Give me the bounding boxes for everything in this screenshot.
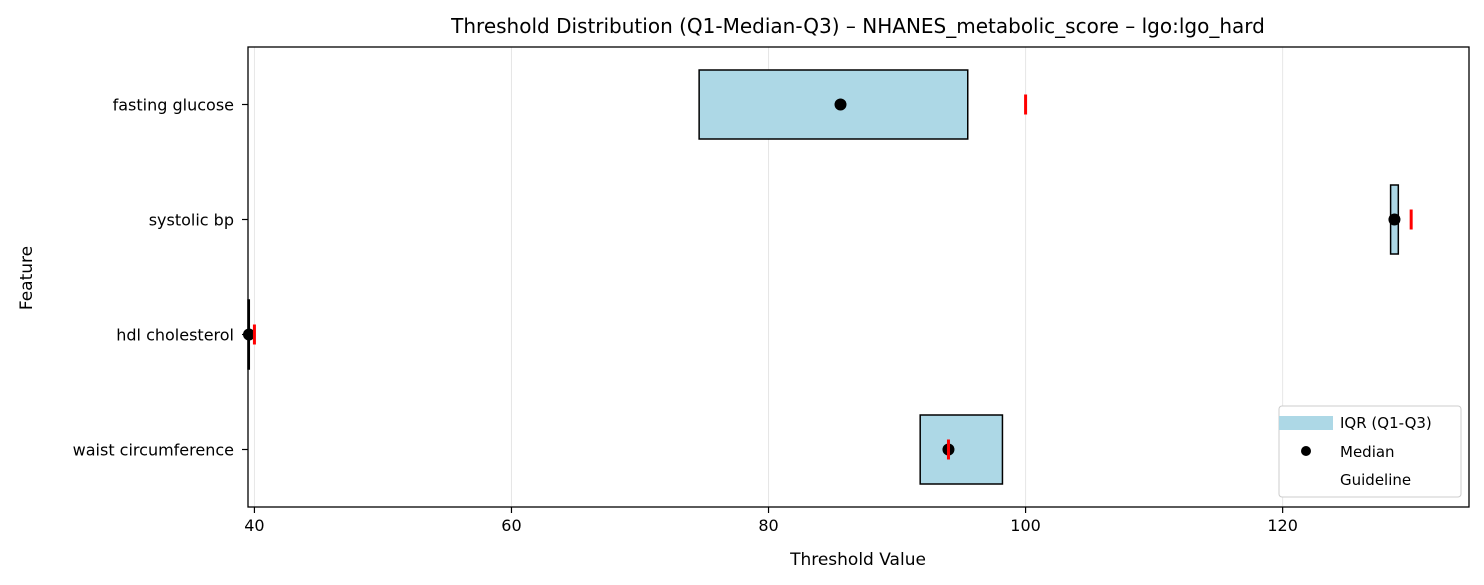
iqr-box bbox=[919, 414, 1004, 485]
y-axis-label: Feature bbox=[17, 246, 37, 310]
y-tick-label: hdl cholesterol bbox=[116, 326, 234, 345]
guideline-marks bbox=[252, 94, 1413, 460]
legend-guideline-label: Guideline bbox=[1340, 471, 1411, 489]
y-tick-label: fasting glucose bbox=[113, 96, 234, 115]
y-axis-ticks: fasting glucose systolic bp hdl cholestero… bbox=[73, 96, 248, 460]
median-point bbox=[243, 328, 255, 341]
x-tick-label: 40 bbox=[244, 516, 264, 535]
x-tick-label: 100 bbox=[1010, 516, 1041, 535]
y-tick-label: systolic bp bbox=[149, 211, 234, 230]
legend-median-label: Median bbox=[1340, 443, 1395, 461]
median-point bbox=[834, 98, 847, 111]
iqr-boxes bbox=[247, 69, 1400, 485]
x-axis-label: Threshold Value bbox=[789, 550, 926, 570]
median-points bbox=[243, 98, 1401, 456]
y-tick-label: waist circumference bbox=[73, 441, 234, 460]
x-tick-label: 80 bbox=[758, 516, 778, 535]
median-point bbox=[1388, 213, 1401, 226]
x-tick-label: 60 bbox=[501, 516, 521, 535]
legend-iqr-label: IQR (Q1-Q3) bbox=[1340, 414, 1432, 432]
iqr-box bbox=[698, 69, 969, 140]
legend-median-marker bbox=[1301, 446, 1311, 456]
x-axis-ticks: 40 60 80 100 120 bbox=[244, 507, 1298, 535]
chart-title: Threshold Distribution (Q1-Median-Q3) – … bbox=[450, 14, 1265, 38]
x-tick-label: 120 bbox=[1267, 516, 1298, 535]
legend: IQR (Q1-Q3) Median Guideline bbox=[1278, 405, 1462, 498]
plot-frame bbox=[247, 46, 1470, 508]
legend-iqr-swatch bbox=[1279, 416, 1333, 430]
